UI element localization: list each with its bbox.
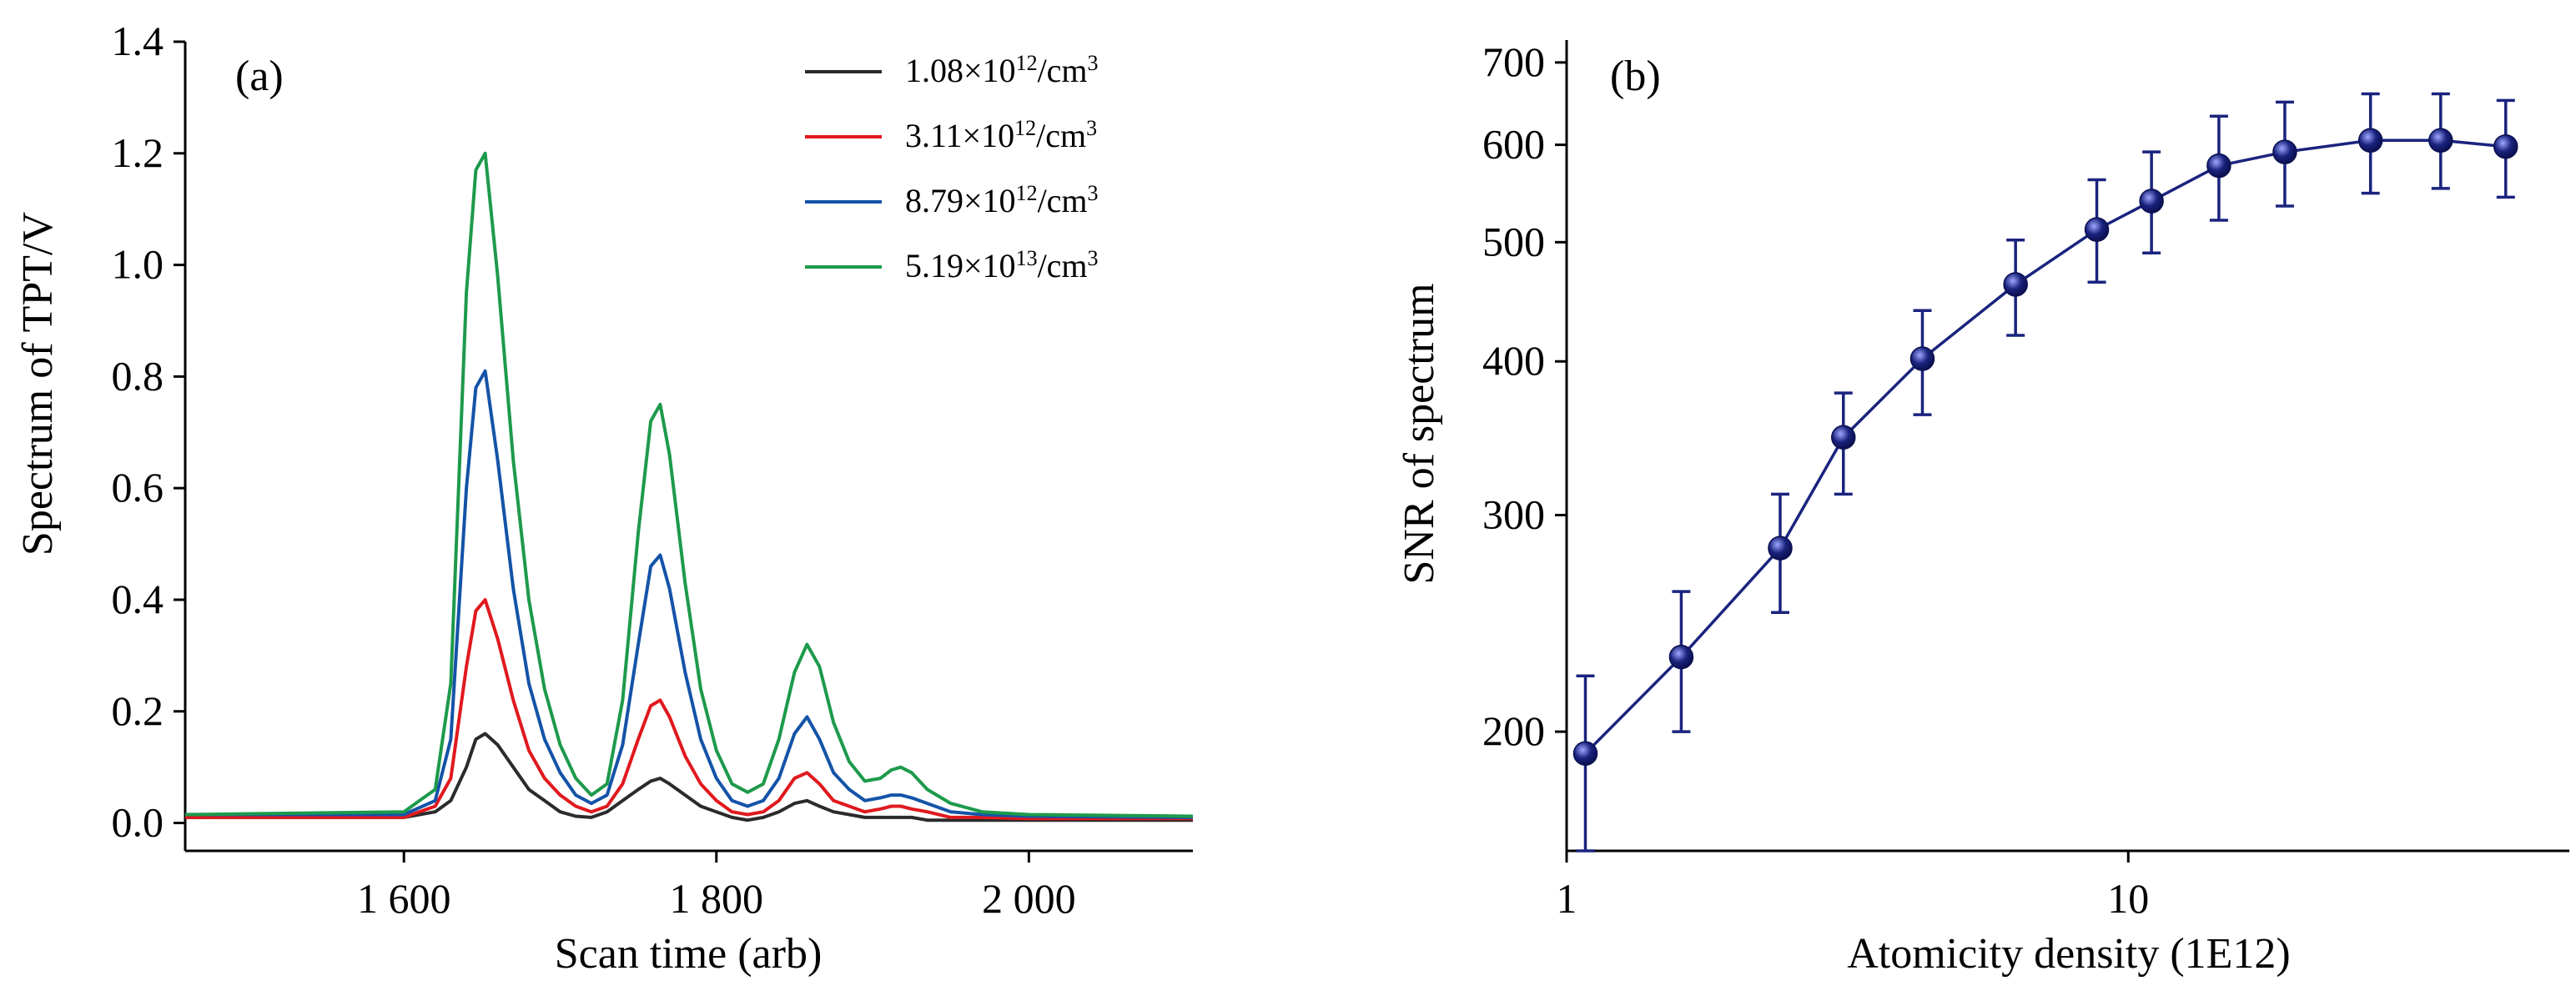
- panel-b-x-tick-label: 10: [2107, 875, 2149, 922]
- panel-b-y-tick-label: 300: [1482, 490, 1545, 537]
- panel-a-legend-unit: /cm: [1038, 52, 1088, 89]
- panel-a-legend-base: 8.79×10: [905, 182, 1016, 219]
- panel-a-spectrum-chart: (a) Scan time (arb) Spectrum of TPT/V 0.…: [14, 18, 1194, 978]
- panel-b-snr-chart: (b) Atomicity density (1E12) SNR of spec…: [1396, 38, 2569, 978]
- panel-b-x-tick-label: 1: [1557, 875, 1577, 922]
- panel-b-data-point: [2493, 133, 2518, 159]
- panel-a-series-line-3: [184, 151, 1194, 818]
- panel-a-legend-unit: /cm: [1038, 182, 1088, 219]
- panel-a-y-tick-label: 1.4: [112, 18, 164, 64]
- panel-b-data-point: [1909, 346, 1935, 371]
- panel-a-series-line-2: [185, 369, 1194, 819]
- panel-a-y-tick-label: 1.0: [112, 241, 164, 288]
- panel-a-legend-unit_exp: 3: [1088, 51, 1099, 75]
- panel-b-data-point: [2206, 153, 2231, 179]
- panel-a-y-tick-label: 0.2: [112, 687, 164, 734]
- panel-a-legend-unit: /cm: [1036, 117, 1086, 154]
- panel-b-data-point: [2357, 128, 2383, 153]
- panel-b-data-point: [1572, 741, 1598, 766]
- panel-a-y-tick-label: 0.6: [112, 464, 164, 511]
- panel-b-data-point: [1768, 536, 1793, 561]
- panel-b-data-point: [2139, 189, 2164, 214]
- panel-b-data-point: [1831, 425, 1856, 450]
- panel-a-legend-unit_exp: 3: [1086, 116, 1097, 140]
- panel-b-y-tick-label: 600: [1482, 121, 1545, 168]
- panel-a-series-line-0: [185, 732, 1193, 823]
- panel-a-legend-entry-0: 1.08×1012/cm3: [905, 51, 1099, 90]
- panel-a-legend-unit_exp: 3: [1088, 246, 1099, 270]
- panel-b-data-point: [2084, 217, 2110, 242]
- panel-a-y-tick-label: 1.2: [112, 129, 164, 176]
- panel-b-y-tick-label: 200: [1482, 707, 1545, 754]
- panel-a-x-tick-label: 1 800: [670, 875, 764, 922]
- panel-b-data-point: [1668, 644, 1694, 670]
- panel-a-legend-entry-2: 8.79×1012/cm3: [905, 181, 1099, 220]
- panel-a-legend-exp: 13: [1016, 246, 1038, 270]
- panel-a-y-tick-label: 0.8: [112, 352, 164, 399]
- panel-a-label: (a): [235, 53, 284, 100]
- panel-a-x-tick-label: 2 000: [982, 875, 1076, 922]
- panel-a-y-axis-title: Spectrum of TPT/V: [14, 212, 62, 556]
- panel-a-legend-exp: 12: [1014, 116, 1036, 140]
- panel-a-legend-base: 5.19×10: [905, 247, 1016, 284]
- panel-b-x-axis-title: Atomicity density (1E12): [1847, 930, 2290, 978]
- panel-b-label: (b): [1610, 53, 1661, 100]
- panel-a-y-tick-label: 0.0: [112, 799, 164, 846]
- panel-a-legend-unit: /cm: [1038, 247, 1088, 284]
- panel-a-legend-base: 3.11×10: [905, 117, 1014, 154]
- panel-a-x-tick-label: 1 600: [357, 875, 451, 922]
- panel-b-data-point: [2428, 128, 2453, 153]
- panel-b-data-point: [2003, 272, 2028, 297]
- panel-a-legend-exp: 12: [1016, 51, 1038, 75]
- panel-a-legend-base: 1.08×10: [905, 52, 1016, 89]
- panel-a-legend-entry-1: 3.11×1012/cm3: [905, 116, 1097, 155]
- panel-b-y-axis-title: SNR of spectrum: [1396, 283, 1443, 584]
- panel-b-data-point: [2272, 139, 2297, 164]
- panel-b-series-line: [1584, 138, 2506, 755]
- panel-a-legend-unit_exp: 3: [1088, 181, 1099, 205]
- panel-b-y-tick-label: 400: [1482, 337, 1545, 384]
- panel-b-y-tick-label: 700: [1482, 38, 1545, 85]
- panel-a-legend-exp: 12: [1016, 181, 1038, 205]
- panel-a-x-axis-title: Scan time (arb): [555, 930, 823, 978]
- panel-b-y-tick-label: 500: [1482, 218, 1545, 264]
- panel-a-series-line-1: [185, 598, 1193, 821]
- panel-a-y-tick-label: 0.4: [112, 576, 164, 622]
- panel-a-legend-entry-3: 5.19×1013/cm3: [905, 246, 1099, 285]
